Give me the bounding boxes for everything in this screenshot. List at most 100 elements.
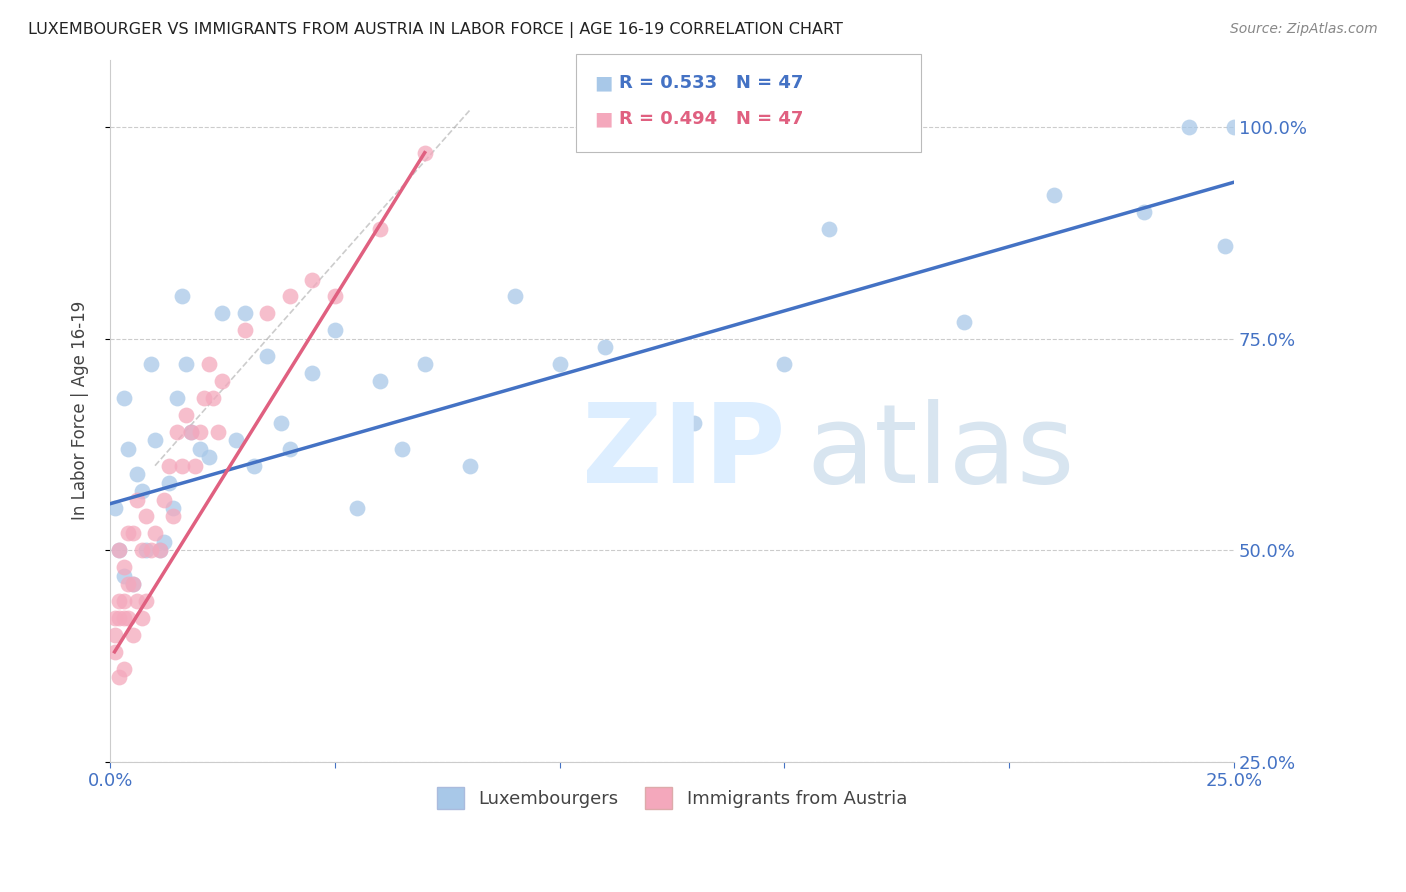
Point	[1043, 188, 1066, 202]
Point	[112, 594, 135, 608]
Point	[108, 670, 131, 684]
Point	[211, 374, 233, 388]
Point	[131, 611, 153, 625]
Point	[153, 492, 176, 507]
Text: ZIP: ZIP	[582, 400, 786, 507]
Point	[170, 289, 193, 303]
Point	[301, 272, 323, 286]
Text: atlas: atlas	[807, 400, 1076, 507]
Point	[176, 408, 198, 422]
Point	[121, 628, 143, 642]
Point	[211, 306, 233, 320]
Point	[139, 543, 162, 558]
Point	[256, 306, 278, 320]
Point	[143, 434, 166, 448]
Point	[683, 417, 706, 431]
Text: Source: ZipAtlas.com: Source: ZipAtlas.com	[1230, 22, 1378, 37]
Text: ■: ■	[595, 73, 613, 93]
Point	[184, 458, 207, 473]
Point	[818, 222, 841, 236]
Point	[323, 323, 346, 337]
Point	[503, 289, 526, 303]
Legend: Luxembourgers, Immigrants from Austria: Luxembourgers, Immigrants from Austria	[429, 780, 914, 816]
Text: R = 0.533   N = 47: R = 0.533 N = 47	[619, 74, 803, 92]
Point	[108, 543, 131, 558]
Point	[108, 611, 131, 625]
Point	[112, 568, 135, 582]
Point	[198, 450, 221, 465]
Point	[157, 475, 180, 490]
Point	[166, 425, 188, 439]
Point	[121, 577, 143, 591]
Point	[117, 611, 139, 625]
Point	[103, 500, 125, 515]
Point	[103, 628, 125, 642]
Point	[323, 289, 346, 303]
Point	[202, 391, 225, 405]
Point	[148, 543, 170, 558]
Point	[346, 500, 368, 515]
Point	[458, 458, 481, 473]
Point	[153, 534, 176, 549]
Point	[170, 458, 193, 473]
Point	[1213, 238, 1236, 252]
Point	[180, 425, 202, 439]
Point	[953, 315, 976, 329]
Point	[256, 349, 278, 363]
Point	[131, 543, 153, 558]
Point	[112, 611, 135, 625]
Point	[188, 442, 211, 456]
Point	[117, 442, 139, 456]
Point	[166, 391, 188, 405]
Point	[225, 434, 247, 448]
Point	[773, 357, 796, 371]
Point	[162, 509, 184, 524]
Point	[143, 526, 166, 541]
Point	[593, 340, 616, 354]
Text: ■: ■	[595, 109, 613, 128]
Point	[121, 526, 143, 541]
Point	[157, 458, 180, 473]
Point	[162, 500, 184, 515]
Point	[135, 509, 157, 524]
Point	[180, 425, 202, 439]
Point	[368, 222, 391, 236]
Point	[193, 391, 215, 405]
Point	[103, 645, 125, 659]
Point	[121, 577, 143, 591]
Point	[391, 442, 413, 456]
Point	[413, 145, 436, 160]
Point	[188, 425, 211, 439]
Point	[198, 357, 221, 371]
Point	[112, 391, 135, 405]
Point	[135, 543, 157, 558]
Point	[548, 357, 571, 371]
Point	[112, 560, 135, 574]
Point	[233, 323, 256, 337]
Y-axis label: In Labor Force | Age 16-19: In Labor Force | Age 16-19	[72, 301, 89, 520]
Point	[368, 374, 391, 388]
Point	[301, 366, 323, 380]
Point	[278, 289, 301, 303]
Point	[278, 442, 301, 456]
Point	[135, 594, 157, 608]
Point	[117, 577, 139, 591]
Point	[139, 357, 162, 371]
Point	[103, 611, 125, 625]
Point	[125, 492, 148, 507]
Point	[1178, 120, 1201, 135]
Point	[108, 543, 131, 558]
Point	[413, 357, 436, 371]
Point	[270, 417, 292, 431]
Point	[243, 458, 266, 473]
Point	[112, 662, 135, 676]
Point	[108, 594, 131, 608]
Point	[233, 306, 256, 320]
Point	[125, 467, 148, 482]
Point	[125, 594, 148, 608]
Point	[1223, 120, 1246, 135]
Point	[207, 425, 229, 439]
Point	[131, 484, 153, 499]
Point	[1133, 205, 1156, 219]
Point	[117, 526, 139, 541]
